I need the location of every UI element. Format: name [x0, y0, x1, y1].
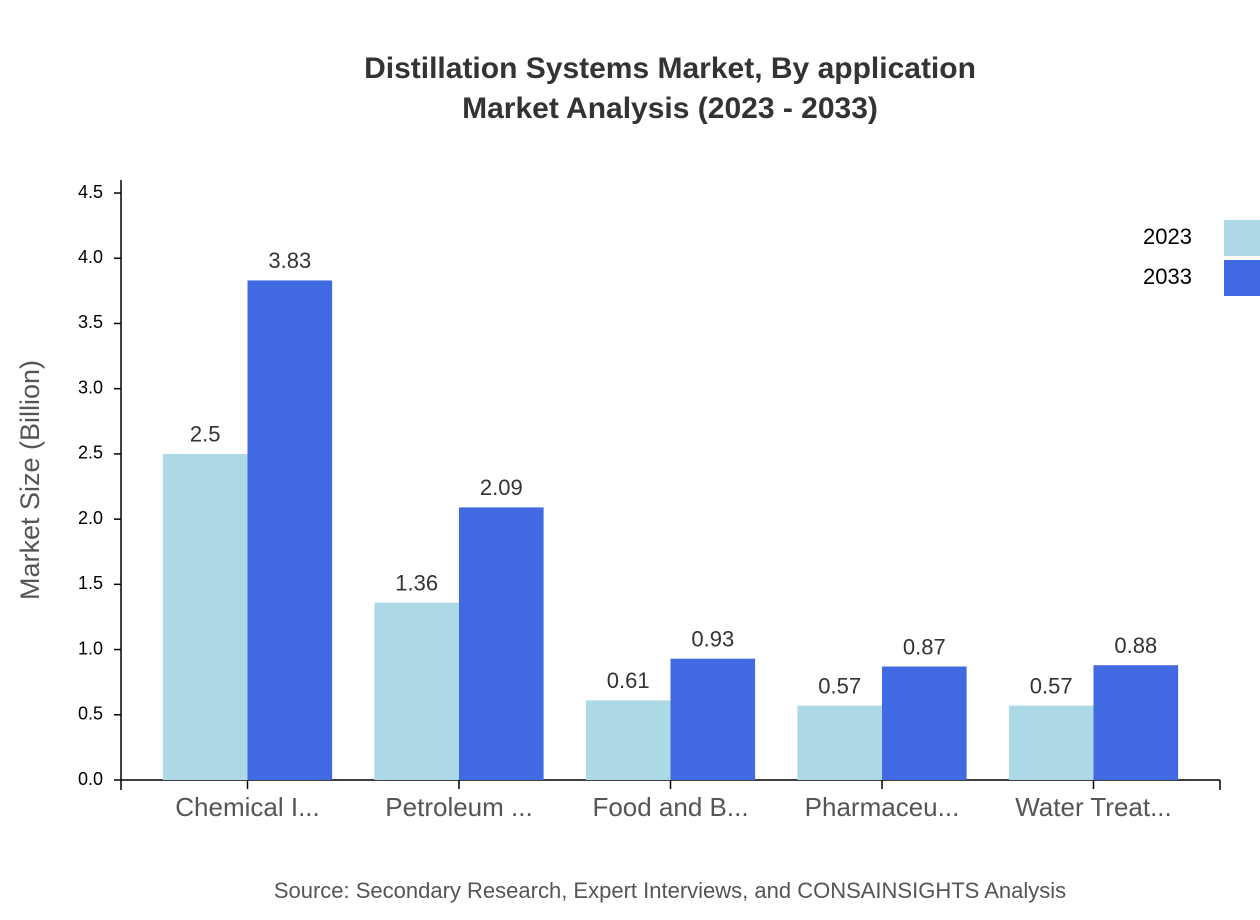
bar	[247, 280, 333, 780]
y-tick-label: 2.5	[78, 443, 103, 463]
value-label: 0.88	[1114, 633, 1157, 658]
legend-label: 2033	[1143, 264, 1192, 289]
legend-label: 2023	[1143, 224, 1192, 249]
value-label: 0.57	[1030, 673, 1073, 698]
bar	[797, 705, 882, 780]
x-tick-label: Petroleum ...	[385, 792, 532, 822]
source-note: Source: Secondary Research, Expert Inter…	[274, 878, 1066, 903]
value-label: 2.5	[190, 422, 221, 447]
bar	[1008, 705, 1094, 780]
y-tick-label: 3.0	[78, 377, 103, 397]
bar	[670, 658, 756, 780]
bar	[882, 666, 967, 780]
y-tick-label: 0.0	[78, 769, 103, 789]
bar	[162, 453, 248, 780]
legend-swatch	[1224, 260, 1260, 296]
bar	[459, 507, 544, 780]
value-label: 0.57	[818, 673, 861, 698]
y-tick-label: 4.5	[78, 182, 103, 202]
y-tick-label: 3.5	[78, 312, 103, 332]
value-label: 3.83	[268, 248, 311, 273]
y-axis-label: Market Size (Billion)	[15, 360, 45, 600]
value-label: 1.36	[395, 570, 438, 595]
bar	[585, 700, 671, 780]
x-tick-label: Chemical I...	[175, 792, 320, 822]
legend-swatch	[1224, 220, 1260, 256]
chart-subtitle: Market Analysis (2023 - 2033)	[462, 92, 878, 125]
bar	[1093, 665, 1179, 780]
value-label: 0.61	[607, 668, 650, 693]
bar	[374, 602, 459, 780]
y-tick-label: 2.0	[78, 508, 103, 528]
x-tick-label: Water Treat...	[1015, 792, 1172, 822]
y-tick-label: 0.5	[78, 704, 103, 724]
y-tick-label: 4.0	[78, 247, 103, 267]
y-tick-label: 1.0	[78, 638, 103, 658]
x-tick-label: Food and B...	[592, 792, 748, 822]
chart-title: Distillation Systems Market, By applicat…	[364, 52, 976, 85]
value-label: 2.09	[480, 475, 523, 500]
value-label: 0.93	[691, 627, 734, 652]
value-label: 0.87	[903, 634, 946, 659]
x-tick-label: Pharmaceu...	[805, 792, 960, 822]
y-tick-label: 1.5	[78, 573, 103, 593]
